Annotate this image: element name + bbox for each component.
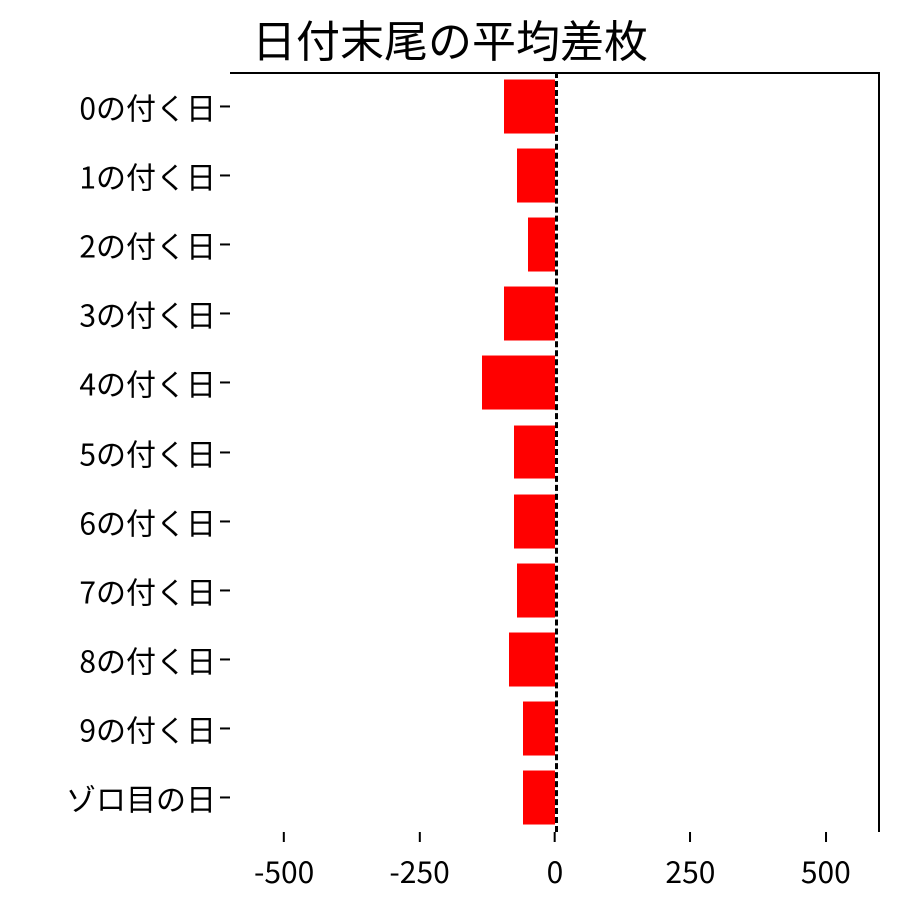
bar bbox=[523, 701, 556, 755]
y-tick-mark bbox=[220, 382, 230, 384]
y-tick-mark bbox=[220, 796, 230, 798]
bar bbox=[517, 563, 555, 617]
bar bbox=[517, 149, 555, 203]
y-tick-mark bbox=[220, 451, 230, 453]
plot-area: -500-25002505000の付く日1の付く日2の付く日3の付く日4の付く日… bbox=[230, 72, 880, 832]
bar-row: 7の付く日 bbox=[230, 556, 880, 625]
bar-row: 0の付く日 bbox=[230, 72, 880, 141]
x-tick: 0 bbox=[547, 832, 564, 892]
bar bbox=[482, 356, 555, 410]
y-tick-label: 2の付く日 bbox=[79, 223, 216, 267]
bar-row: 3の付く日 bbox=[230, 279, 880, 348]
y-tick-label: 9の付く日 bbox=[79, 706, 216, 750]
x-tick: 500 bbox=[801, 832, 851, 892]
x-tick-label: -500 bbox=[254, 848, 314, 892]
x-tick-label: 0 bbox=[547, 848, 564, 892]
bar-row: 4の付く日 bbox=[230, 348, 880, 417]
x-tick: -250 bbox=[389, 832, 449, 892]
x-tick-mark bbox=[554, 832, 556, 842]
bar-row: ゾロ目の日 bbox=[230, 763, 880, 832]
x-tick-mark bbox=[419, 832, 421, 842]
x-tick-mark bbox=[689, 832, 691, 842]
bar-chart: 日付末尾の平均差枚 -500-25002505000の付く日1の付く日2の付く日… bbox=[0, 0, 900, 900]
y-tick-mark bbox=[220, 313, 230, 315]
y-tick-label: 1の付く日 bbox=[79, 154, 216, 198]
chart-title: 日付末尾の平均差枚 bbox=[0, 6, 900, 70]
bar-row: 9の付く日 bbox=[230, 694, 880, 763]
y-tick-mark bbox=[220, 244, 230, 246]
bar-row: 8の付く日 bbox=[230, 625, 880, 694]
y-tick-label: 0の付く日 bbox=[79, 85, 216, 129]
y-tick-mark bbox=[220, 520, 230, 522]
x-tick-label: 500 bbox=[801, 848, 851, 892]
bar bbox=[523, 771, 556, 825]
bar bbox=[514, 494, 555, 548]
y-tick-label: 4の付く日 bbox=[79, 361, 216, 405]
y-tick-label: 8の付く日 bbox=[79, 637, 216, 681]
y-tick-mark bbox=[220, 658, 230, 660]
x-tick: -500 bbox=[254, 832, 314, 892]
y-tick-mark bbox=[220, 589, 230, 591]
y-tick-label: 3の付く日 bbox=[79, 292, 216, 336]
y-tick-mark bbox=[220, 106, 230, 108]
y-tick-label: 6の付く日 bbox=[79, 499, 216, 543]
bar bbox=[509, 632, 555, 686]
bar bbox=[514, 425, 555, 479]
x-tick-label: 250 bbox=[665, 848, 715, 892]
bar-row: 2の付く日 bbox=[230, 210, 880, 279]
bar bbox=[504, 287, 555, 341]
y-tick-mark bbox=[220, 727, 230, 729]
bar bbox=[528, 218, 555, 272]
bar-row: 5の付く日 bbox=[230, 417, 880, 486]
y-tick-label: 5の付く日 bbox=[79, 430, 216, 474]
bar-row: 1の付く日 bbox=[230, 141, 880, 210]
y-tick-mark bbox=[220, 175, 230, 177]
y-tick-label: 7の付く日 bbox=[79, 568, 216, 612]
y-tick-label: ゾロ目の日 bbox=[66, 775, 216, 819]
x-tick-mark bbox=[283, 832, 285, 842]
bar-row: 6の付く日 bbox=[230, 487, 880, 556]
x-tick: 250 bbox=[665, 832, 715, 892]
bar bbox=[504, 80, 555, 134]
x-tick-label: -250 bbox=[389, 848, 449, 892]
x-tick-mark bbox=[825, 832, 827, 842]
